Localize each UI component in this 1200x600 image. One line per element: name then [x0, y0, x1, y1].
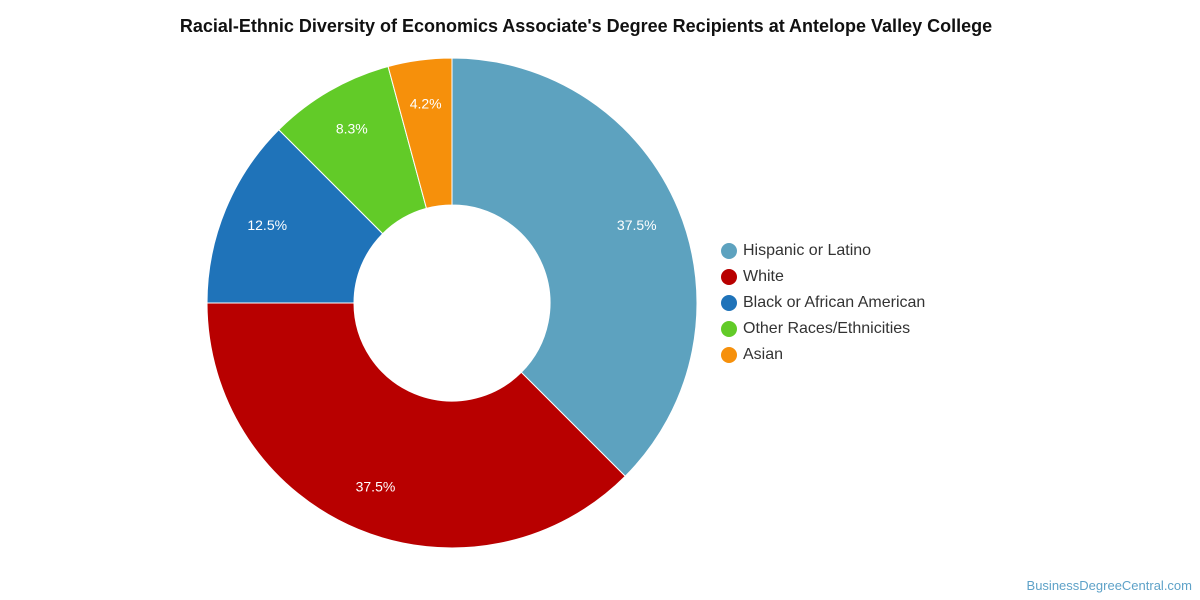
legend-swatch-asian	[721, 347, 737, 363]
legend-item-white[interactable]: White	[721, 268, 784, 285]
legend-item-black-or-african-american[interactable]: Black or African American	[721, 294, 925, 311]
legend-label-black-or-african-american: Black or African American	[743, 294, 925, 311]
legend-label-other-races-ethnicities: Other Races/Ethnicities	[743, 320, 910, 337]
legend-swatch-hispanic-or-latino	[721, 243, 737, 259]
slice-label-black-or-african-american: 12.5%	[247, 217, 287, 233]
legend-label-asian: Asian	[743, 346, 783, 363]
slice-label-white: 37.5%	[356, 478, 396, 494]
legend-item-other-races-ethnicities[interactable]: Other Races/Ethnicities	[721, 320, 910, 337]
slice-white[interactable]	[206, 302, 626, 549]
legend-swatch-other-races-ethnicities	[721, 321, 737, 337]
legend-swatch-black-or-african-american	[721, 295, 737, 311]
slice-hispanic-or-latino[interactable]	[451, 57, 698, 477]
slice-labels-group: 37.5% 37.5% 12.5% 8.3% 4.2%	[247, 95, 656, 494]
slice-label-hispanic-or-latino: 37.5%	[617, 217, 657, 233]
legend-label-white: White	[743, 268, 784, 285]
watermark[interactable]: BusinessDegreeCentral.com	[1026, 578, 1192, 593]
slice-label-other-races-ethnicities: 8.3%	[336, 121, 368, 137]
legend-item-hispanic-or-latino[interactable]: Hispanic or Latino	[721, 242, 871, 259]
legend: Hispanic or Latino White Black or African …	[721, 242, 925, 363]
legend-swatch-white	[721, 269, 737, 285]
legend-label-hispanic-or-latino: Hispanic or Latino	[743, 242, 871, 259]
legend-item-asian[interactable]: Asian	[721, 346, 783, 363]
slices-group	[206, 57, 698, 549]
chart-title: Racial-Ethnic Diversity of Economics Ass…	[179, 16, 993, 36]
slice-label-asian: 4.2%	[410, 95, 442, 111]
slice-asian[interactable]	[387, 57, 453, 210]
slice-black-or-african-american[interactable]	[206, 129, 384, 304]
